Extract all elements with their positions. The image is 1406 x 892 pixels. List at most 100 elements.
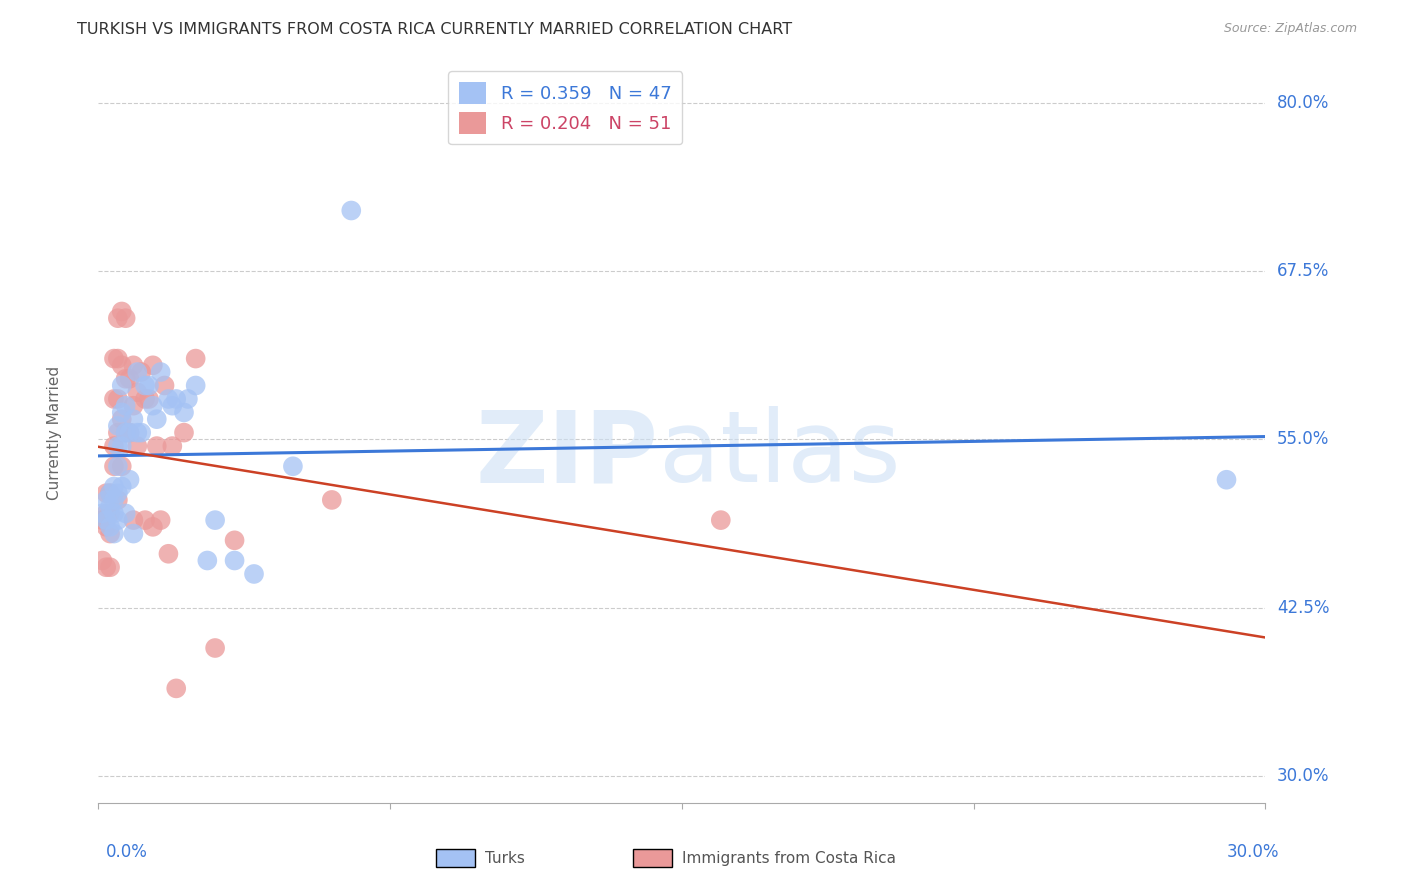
Point: [142, 399, 165, 413]
Point: [107, 351, 129, 366]
Point: [103, 439, 125, 453]
Point: [138, 378, 160, 392]
Point: [103, 392, 125, 406]
Point: [103, 479, 125, 493]
Point: [146, 439, 169, 453]
Point: [98, 500, 121, 514]
Point: [127, 385, 149, 400]
Point: [107, 486, 129, 500]
Point: [96, 507, 118, 521]
Point: [157, 547, 180, 561]
Point: [173, 405, 195, 419]
Point: [96, 486, 118, 500]
Point: [224, 533, 246, 548]
Point: [173, 425, 195, 440]
Point: [96, 560, 118, 574]
Text: 55.0%: 55.0%: [1277, 430, 1330, 449]
Point: [134, 378, 156, 392]
Point: [111, 359, 134, 373]
Text: Immigrants from Costa Rica: Immigrants from Costa Rica: [682, 851, 896, 865]
Point: [340, 203, 363, 218]
Point: [1215, 473, 1237, 487]
Point: [98, 526, 121, 541]
Point: [122, 359, 145, 373]
Point: [98, 520, 121, 534]
Point: [118, 425, 141, 440]
Point: [114, 425, 136, 440]
Point: [122, 399, 145, 413]
Point: [195, 553, 218, 567]
Point: [91, 513, 114, 527]
Point: [107, 492, 129, 507]
Point: [118, 425, 141, 440]
Point: [107, 418, 129, 433]
Text: ZIP: ZIP: [475, 407, 658, 503]
Point: [111, 439, 134, 453]
Point: [138, 392, 160, 406]
Point: [114, 425, 136, 440]
Point: [103, 351, 125, 366]
Point: [157, 392, 180, 406]
Point: [114, 399, 136, 413]
Point: [91, 507, 114, 521]
Point: [142, 359, 165, 373]
Point: [321, 492, 343, 507]
Point: [111, 479, 134, 493]
Point: [118, 473, 141, 487]
Text: 67.5%: 67.5%: [1277, 262, 1330, 280]
Point: [134, 392, 156, 406]
Point: [122, 513, 145, 527]
Point: [103, 459, 125, 474]
Point: [111, 459, 134, 474]
Point: [111, 378, 134, 392]
Point: [96, 513, 118, 527]
Point: [165, 681, 187, 696]
Point: [165, 392, 187, 406]
Point: [177, 392, 200, 406]
Point: [184, 378, 207, 392]
Point: [127, 425, 149, 440]
Point: [111, 405, 134, 419]
Point: [107, 459, 129, 474]
Legend: R = 0.359   N = 47, R = 0.204   N = 51: R = 0.359 N = 47, R = 0.204 N = 51: [449, 71, 682, 145]
Point: [162, 399, 184, 413]
Point: [122, 526, 145, 541]
Point: [281, 459, 304, 474]
Point: [122, 412, 145, 426]
Text: atlas: atlas: [658, 407, 900, 503]
Point: [111, 412, 134, 426]
Point: [98, 507, 121, 521]
Text: 42.5%: 42.5%: [1277, 599, 1330, 616]
Point: [98, 486, 121, 500]
Point: [103, 507, 125, 521]
Point: [114, 507, 136, 521]
Point: [134, 513, 156, 527]
Point: [111, 304, 134, 318]
Point: [224, 553, 246, 567]
Text: Currently Married: Currently Married: [46, 366, 62, 500]
Point: [107, 439, 129, 453]
Text: 0.0%: 0.0%: [105, 843, 148, 861]
Point: [114, 311, 136, 326]
Text: Source: ZipAtlas.com: Source: ZipAtlas.com: [1223, 22, 1357, 36]
Text: 30.0%: 30.0%: [1227, 843, 1279, 861]
Point: [118, 372, 141, 386]
Point: [153, 378, 176, 392]
Point: [96, 492, 118, 507]
Point: [127, 439, 149, 453]
Point: [129, 365, 152, 379]
Point: [146, 412, 169, 426]
Point: [107, 392, 129, 406]
Point: [149, 365, 172, 379]
Point: [142, 520, 165, 534]
Point: [107, 311, 129, 326]
Text: TURKISH VS IMMIGRANTS FROM COSTA RICA CURRENTLY MARRIED CORRELATION CHART: TURKISH VS IMMIGRANTS FROM COSTA RICA CU…: [77, 22, 793, 37]
Point: [91, 553, 114, 567]
Point: [204, 513, 226, 527]
Point: [96, 520, 118, 534]
Point: [114, 372, 136, 386]
Point: [204, 640, 226, 655]
Point: [162, 439, 184, 453]
Point: [243, 566, 266, 581]
Point: [107, 513, 129, 527]
